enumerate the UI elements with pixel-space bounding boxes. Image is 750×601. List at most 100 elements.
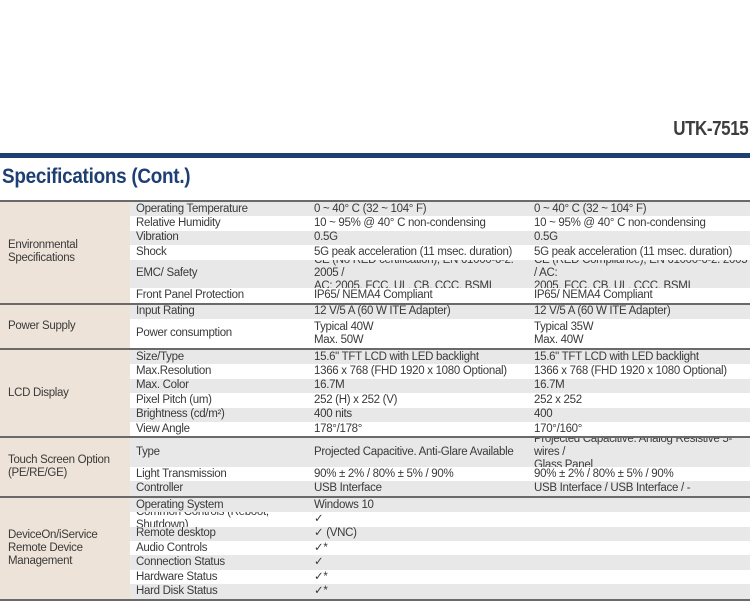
spec-group: Touch Screen Option (PE/RE/GE) Type Projec… bbox=[0, 438, 750, 498]
group-label: Touch Screen Option (PE/RE/GE) bbox=[0, 438, 130, 496]
spec-name: Power consumption bbox=[136, 327, 232, 340]
spec-value-model-b: 12 V/5 A (60 W ITE Adapter) bbox=[534, 305, 671, 318]
table-row: Light Transmission 90% ± 2% / 80% ± 5% / … bbox=[130, 467, 750, 481]
spec-value-model-b: IP65/ NEMA4 Compliant bbox=[534, 289, 653, 302]
spec-value-model-a: 0 ~ 40° C (32 ~ 104° F) bbox=[314, 202, 427, 215]
spec-name: Light Transmission bbox=[136, 467, 227, 480]
spec-value-model-b: 0 ~ 40° C (32 ~ 104° F) bbox=[534, 202, 647, 215]
table-row: Operating System Windows 10 bbox=[130, 497, 750, 513]
model-name: UTK-7515 bbox=[672, 118, 748, 140]
spec-group: LCD Display Size/Type 15.6" TFT LCD with L… bbox=[0, 349, 750, 439]
spec-name: Pixel Pitch (um) bbox=[136, 393, 212, 406]
spec-name: Common Controls (Reboot, Shutdown) bbox=[136, 512, 269, 527]
spec-value-model-a: 15.6" TFT LCD with LED backlight bbox=[314, 350, 479, 363]
spec-value-model-b: CE (RED Compliance), EN 61000-6-2: 2005 … bbox=[534, 259, 748, 289]
spec-table: Environmental Specifications Operating Te… bbox=[0, 200, 750, 601]
spec-value-model-b: 170°/160° bbox=[534, 422, 583, 435]
spec-value-model-a: ✓* bbox=[314, 570, 328, 583]
table-row: View Angle 178°/178° 170°/160° bbox=[130, 422, 750, 436]
spec-value-model-b bbox=[530, 555, 750, 569]
spec-value-model-a: Windows 10 bbox=[314, 498, 374, 511]
spec-value-model-a: Projected Capacitive. Anti-Glare Availab… bbox=[314, 446, 514, 459]
spec-name: Front Panel Protection bbox=[136, 289, 244, 302]
table-row: Hardware Status ✓* bbox=[130, 570, 750, 584]
spec-name: Shock bbox=[136, 245, 167, 258]
table-row: Type Projected Capacitive. Anti-Glare Ava… bbox=[130, 438, 750, 468]
spec-value-model-a: 10 ~ 95% @ 40° C non-condensing bbox=[314, 217, 486, 230]
spec-value-model-b bbox=[530, 584, 750, 598]
spec-value-model-b: 16.7M bbox=[534, 379, 565, 392]
spec-value-model-b: 90% ± 2% / 80% ± 5% / 90% bbox=[534, 467, 674, 480]
spec-value-model-b: 0.5G bbox=[534, 231, 558, 244]
spec-value-model-b: USB Interface / USB Interface / - bbox=[534, 482, 691, 495]
spec-name: Operating System bbox=[136, 498, 224, 511]
spec-name: Input Rating bbox=[136, 305, 195, 318]
table-row: Shock 5G peak acceleration (11 msec. dura… bbox=[130, 245, 750, 259]
spec-name: Hard Disk Status bbox=[136, 584, 218, 597]
spec-name: Brightness (cd/m²) bbox=[136, 408, 225, 421]
table-row: Max. Color 16.7M 16.7M bbox=[130, 378, 750, 394]
spec-value-model-a: 400 nits bbox=[314, 408, 352, 421]
table-row: Size/Type 15.6" TFT LCD with LED backligh… bbox=[130, 349, 750, 365]
header-divider bbox=[0, 153, 750, 158]
spec-value-model-b: Typical 35W Max. 40W bbox=[534, 320, 594, 346]
group-label: Environmental Specifications bbox=[0, 202, 130, 303]
table-row: Remote desktop ✓ (VNC) bbox=[130, 526, 750, 542]
group-label: Power Supply bbox=[0, 304, 130, 348]
spec-value-model-a: 252 (H) x 252 (V) bbox=[314, 393, 398, 406]
spec-name: Max.Resolution bbox=[136, 365, 212, 378]
page-title: Specifications (Cont.) bbox=[2, 165, 191, 188]
spec-name: Max. Color bbox=[136, 379, 189, 392]
spec-value-model-b: 1366 x 768 (FHD 1920 x 1080 Optional) bbox=[534, 365, 727, 378]
spec-value-model-b bbox=[530, 512, 750, 526]
spec-value-model-a: 12 V/5 A (60 W ITE Adapter) bbox=[314, 305, 451, 318]
spec-value-model-a: 16.7M bbox=[314, 379, 345, 392]
spec-value-model-b bbox=[530, 541, 750, 555]
spec-name: Operating Temperature bbox=[136, 202, 248, 215]
table-row: Vibration 0.5G 0.5G bbox=[130, 230, 750, 246]
spec-value-model-b bbox=[530, 570, 750, 584]
spec-name: Remote desktop bbox=[136, 527, 216, 540]
spec-value-model-a: ✓* bbox=[314, 584, 328, 597]
table-row: Pixel Pitch (um) 252 (H) x 252 (V) 252 x … bbox=[130, 393, 750, 407]
spec-value-model-a: 178°/178° bbox=[314, 422, 363, 435]
spec-name: Hardware Status bbox=[136, 570, 218, 583]
spec-value-model-a: IP65/ NEMA4 Compliant bbox=[314, 289, 433, 302]
table-row: Controller USB Interface USB Interface / U… bbox=[130, 481, 750, 496]
spec-name: View Angle bbox=[136, 422, 190, 435]
group-label: LCD Display bbox=[0, 349, 130, 437]
spec-value-model-a: ✓ (VNC) bbox=[314, 527, 357, 540]
spec-name: Relative Humidity bbox=[136, 217, 221, 230]
spec-group: Power Supply Input Rating 12 V/5 A (60 W I… bbox=[0, 304, 750, 350]
table-row: Input Rating 12 V/5 A (60 W ITE Adapter) 1… bbox=[130, 304, 750, 320]
table-row: Power consumption Typical 40W Max. 50W Typ… bbox=[130, 319, 750, 348]
spec-name: Connection Status bbox=[136, 556, 225, 569]
spec-value-model-a: 0.5G bbox=[314, 231, 338, 244]
table-row: Audio Controls ✓* bbox=[130, 541, 750, 555]
spec-value-model-a: CE (No RED certification), EN 61000-6-2:… bbox=[314, 259, 514, 289]
spec-group: DeviceOn/iService Remote Device Manageme… bbox=[0, 497, 750, 601]
spec-value-model-b bbox=[530, 498, 750, 512]
spec-name: Vibration bbox=[136, 231, 179, 244]
spec-value-model-b: 252 x 252 bbox=[534, 393, 582, 406]
group-label: DeviceOn/iService Remote Device Manageme… bbox=[0, 497, 130, 599]
spec-value-model-a: 5G peak acceleration (11 msec. duration) bbox=[314, 245, 513, 258]
spec-value-model-a: ✓ bbox=[314, 556, 324, 569]
table-row: EMC/ Safety CE (No RED certification), EN… bbox=[130, 259, 750, 289]
table-row: Common Controls (Reboot, Shutdown) ✓ bbox=[130, 512, 750, 526]
spec-name: Controller bbox=[136, 482, 183, 495]
spec-name: Type bbox=[136, 446, 160, 459]
spec-value-model-b: 15.6" TFT LCD with LED backlight bbox=[534, 350, 699, 363]
spec-value-model-a: ✓* bbox=[314, 541, 328, 554]
spec-name: EMC/ Safety bbox=[136, 267, 198, 280]
table-row: Connection Status ✓ bbox=[130, 555, 750, 570]
spec-value-model-a: USB Interface bbox=[314, 482, 382, 495]
table-row: Operating Temperature 0 ~ 40° C (32 ~ 104… bbox=[130, 202, 750, 217]
spec-value-model-b: 400 bbox=[534, 408, 553, 421]
table-row: Hard Disk Status ✓* bbox=[130, 584, 750, 599]
spec-name: Size/Type bbox=[136, 350, 184, 363]
spec-value-model-a: ✓ bbox=[314, 512, 324, 525]
spec-value-model-a: Typical 40W Max. 50W bbox=[314, 320, 374, 346]
table-row: Front Panel Protection IP65/ NEMA4 Compli… bbox=[130, 288, 750, 302]
spec-group: Environmental Specifications Operating Te… bbox=[0, 202, 750, 305]
